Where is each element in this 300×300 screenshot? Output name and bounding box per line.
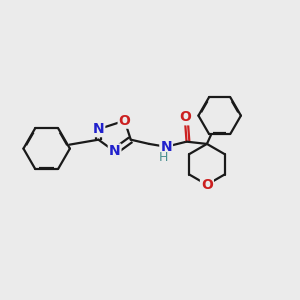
- Text: N: N: [93, 122, 104, 136]
- Text: N: N: [160, 140, 172, 154]
- Text: H: H: [159, 151, 168, 164]
- Text: O: O: [119, 114, 130, 128]
- Text: O: O: [179, 110, 191, 124]
- Text: N: N: [109, 144, 120, 158]
- Text: O: O: [201, 178, 213, 192]
